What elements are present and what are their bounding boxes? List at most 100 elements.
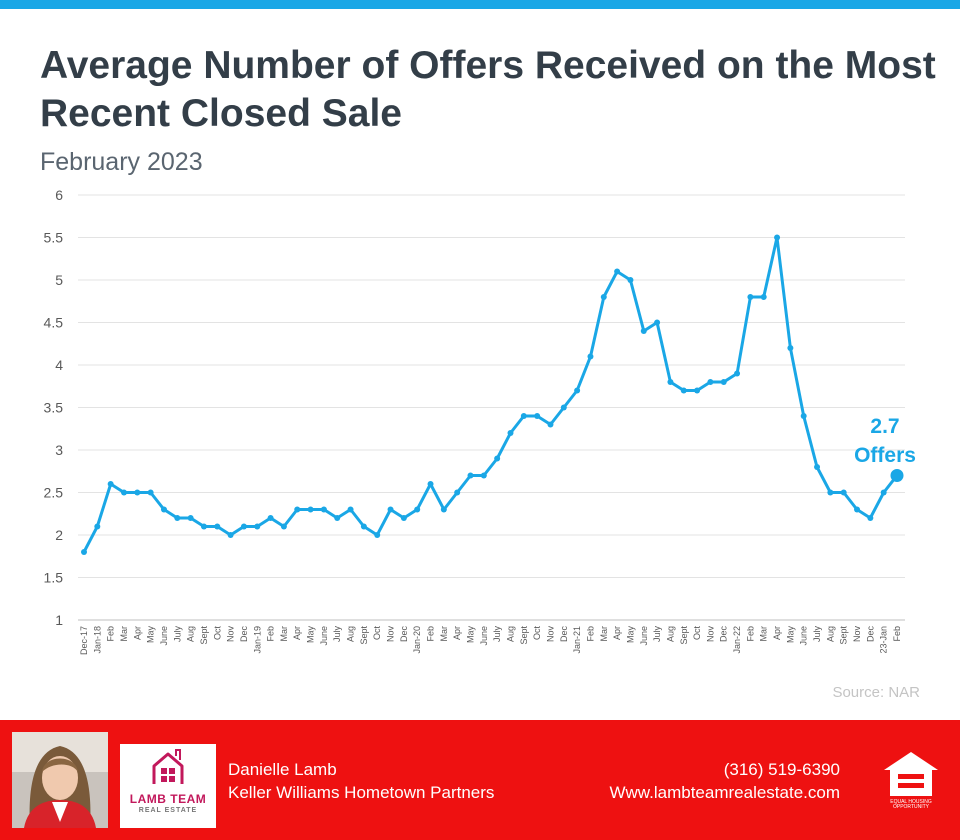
x-tick-label: Feb xyxy=(266,626,276,642)
data-point xyxy=(387,506,394,513)
x-tick-label: Oct xyxy=(532,626,542,641)
x-tick-label: Aug xyxy=(665,626,675,642)
data-point xyxy=(880,489,887,496)
data-point xyxy=(854,506,861,513)
data-point xyxy=(467,472,474,479)
data-point xyxy=(454,489,461,496)
x-tick-label: May xyxy=(146,626,156,644)
data-point xyxy=(187,515,194,521)
data-point xyxy=(507,430,514,436)
data-point xyxy=(440,506,447,513)
data-point xyxy=(707,379,714,385)
data-point xyxy=(94,523,101,530)
data-point xyxy=(640,328,647,334)
data-point xyxy=(814,464,821,470)
data-point xyxy=(267,515,274,521)
data-point xyxy=(360,523,367,530)
x-tick-label: Jan-20 xyxy=(412,626,422,654)
data-point xyxy=(334,515,341,521)
data-point xyxy=(400,515,407,521)
equal-housing-logo: EQUAL HOUSING OPPORTUNITY xyxy=(878,750,944,810)
equal-housing-label: EQUAL HOUSING OPPORTUNITY xyxy=(890,799,932,810)
x-tick-label: Mar xyxy=(759,626,769,642)
x-tick-label: Aug xyxy=(186,626,196,642)
x-tick-label: Jan-21 xyxy=(572,626,582,654)
data-point xyxy=(560,404,567,411)
x-tick-label: Apr xyxy=(452,626,462,640)
x-tick-label: July xyxy=(812,626,822,643)
data-point xyxy=(414,506,421,513)
data-point xyxy=(254,523,261,530)
x-tick-label: Mar xyxy=(119,626,129,642)
data-point xyxy=(200,523,207,530)
data-point xyxy=(547,421,554,428)
x-tick-label: May xyxy=(625,626,635,644)
x-tick-label: Aug xyxy=(825,626,835,642)
data-point xyxy=(720,379,727,385)
line-chart: 11.522.533.544.555.56 Dec-17 Jan-18 Feb Mar… xyxy=(44,187,916,655)
series-line-offers xyxy=(82,236,899,554)
data-point xyxy=(147,489,154,496)
data-point xyxy=(240,523,247,530)
data-point xyxy=(787,345,794,351)
x-tick-label: Aug xyxy=(346,626,356,642)
data-point xyxy=(494,455,501,462)
x-tick-label: Feb xyxy=(585,626,595,642)
data-point xyxy=(600,294,607,300)
x-tick-label: Nov xyxy=(545,626,555,643)
data-point xyxy=(654,319,661,326)
x-tick-label: Dec xyxy=(865,626,875,643)
x-tick-label: Dec xyxy=(239,626,249,643)
data-point xyxy=(587,353,594,360)
equal-housing-icon xyxy=(884,752,938,796)
y-tick-label: 1.5 xyxy=(44,570,64,586)
x-tick-label: Sept xyxy=(679,626,689,645)
agent-company: Keller Williams Hometown Partners xyxy=(228,783,495,802)
y-tick-label: 5.5 xyxy=(44,230,64,246)
lamb-team-logo: LAMB TEAM REAL ESTATE xyxy=(120,744,216,828)
x-tick-label: Feb xyxy=(426,626,436,642)
x-tick-label: Sept xyxy=(519,626,529,645)
x-tick-label: Jan-18 xyxy=(92,626,102,654)
x-tick-label: May xyxy=(785,626,795,644)
gridlines xyxy=(78,194,905,578)
x-tick-label: Feb xyxy=(892,626,902,642)
x-tick-label: Nov xyxy=(852,626,862,643)
data-point xyxy=(840,489,847,496)
y-tick-label: 2.5 xyxy=(44,485,64,501)
x-tick-label: Mar xyxy=(279,626,289,642)
x-tick-label: June xyxy=(799,626,809,646)
x-tick-label: Sept xyxy=(199,626,209,645)
y-tick-label: 3 xyxy=(55,442,63,458)
y-tick-label: 6 xyxy=(55,187,63,203)
data-point xyxy=(214,523,221,530)
agent-website[interactable]: Www.lambteamrealestate.com xyxy=(609,783,840,802)
x-tick-label: Jan-22 xyxy=(732,626,742,654)
data-point xyxy=(800,413,807,419)
data-point xyxy=(694,387,701,394)
x-tick-label: Jan-19 xyxy=(252,626,262,654)
data-point xyxy=(347,506,354,513)
x-tick-label: Apr xyxy=(772,626,782,640)
data-point xyxy=(120,489,127,496)
top-accent-bar xyxy=(0,0,960,9)
y-tick-label: 3.5 xyxy=(44,400,64,416)
data-point xyxy=(320,506,327,513)
data-point xyxy=(107,481,114,487)
data-point xyxy=(667,379,674,385)
y-tick-label: 4.5 xyxy=(44,315,64,331)
x-tick-label: June xyxy=(479,626,489,646)
x-tick-label: Mar xyxy=(439,626,449,642)
data-point xyxy=(680,387,687,394)
logo-tagline: REAL ESTATE xyxy=(138,807,198,814)
x-tick-label: June xyxy=(639,626,649,646)
agent-phone[interactable]: (316) 519-6390 xyxy=(723,760,840,779)
data-point xyxy=(627,277,634,283)
x-tick-label: Dec xyxy=(559,626,569,643)
x-tick-label: Dec xyxy=(719,626,729,643)
data-point xyxy=(534,413,541,419)
x-tick-label: Dec xyxy=(399,626,409,643)
data-point xyxy=(827,489,834,496)
data-point xyxy=(374,532,381,538)
data-point xyxy=(160,506,167,513)
